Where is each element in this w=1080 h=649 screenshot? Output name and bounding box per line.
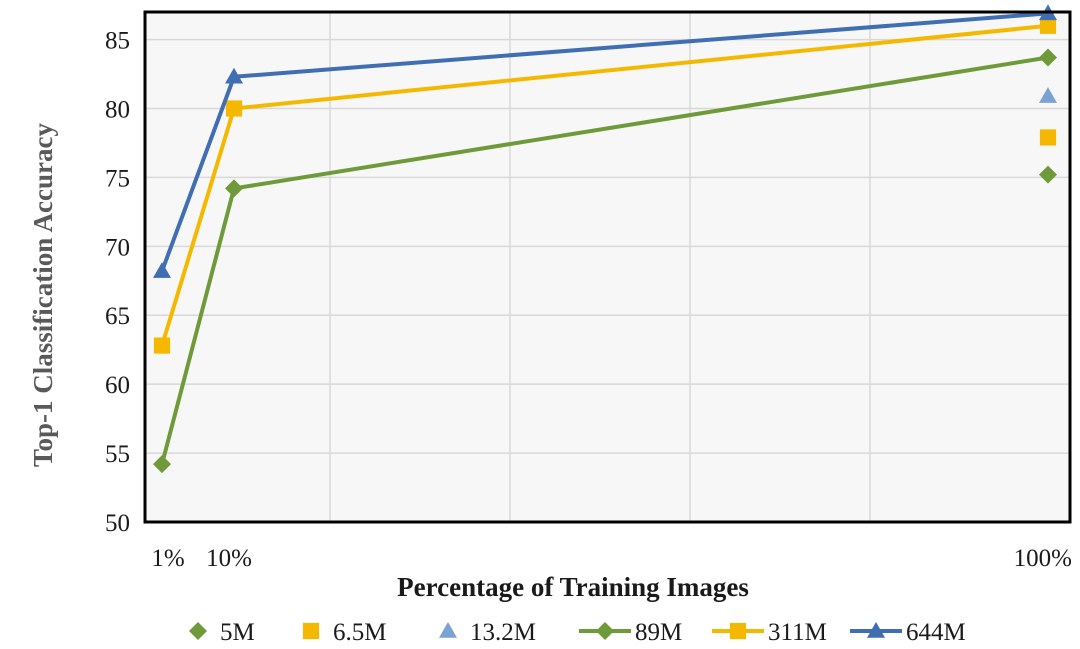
plot-border (143, 10, 1072, 524)
legend-item-6.5M: 6.5M (302, 619, 386, 646)
legend-label: 13.2M (470, 619, 536, 646)
y-tick-label: 80 (105, 96, 130, 123)
data-point (225, 67, 243, 84)
legend-marker (729, 622, 747, 640)
y-axis-title: Top-1 Classification Accuracy (28, 123, 58, 467)
legend-marker (302, 622, 320, 640)
legend-marker (867, 622, 885, 638)
data-point (1039, 165, 1057, 184)
y-tick-label: 60 (105, 372, 130, 399)
legend-label: 89M (635, 619, 682, 646)
plot-background (145, 12, 1070, 522)
series-89M (153, 48, 1057, 474)
series-layer (153, 4, 1057, 474)
legend-label: 5M (220, 619, 255, 646)
series-6.5M (1039, 129, 1057, 146)
y-tick-label: 50 (105, 510, 130, 537)
x-tick-label: 1% (151, 545, 184, 572)
x-tick-labels: 1% 10% 100% (151, 545, 1072, 572)
legend-marker (596, 622, 614, 640)
legend-item-13.2M: 13.2M (439, 619, 536, 646)
y-tick-label: 65 (105, 303, 130, 330)
grid-lines (145, 12, 1070, 522)
y-tick-label: 55 (105, 441, 130, 468)
legend-item-89M: 89M (579, 619, 682, 646)
data-point (1039, 129, 1057, 146)
y-tick-labels: 50 55 60 65 70 75 80 85 (105, 28, 130, 537)
data-point (1039, 17, 1057, 34)
data-point (225, 100, 243, 117)
y-tick-label: 85 (105, 28, 130, 55)
y-tick-label: 75 (105, 165, 130, 192)
legend-marker (189, 622, 207, 640)
series-311M (153, 17, 1057, 354)
y-tick-label: 70 (105, 234, 130, 261)
data-point (153, 337, 171, 354)
x-tick-label: 10% (206, 545, 252, 572)
legend-item-644M: 644M (850, 619, 966, 646)
data-point (1039, 48, 1057, 67)
data-point (153, 262, 171, 278)
legend-label: 311M (768, 619, 827, 646)
series-5M (1039, 165, 1057, 184)
legend: 5M 6.5M 13.2M 89M 311M 644M (189, 619, 966, 646)
data-point (153, 455, 171, 474)
legend-item-5M: 5M (189, 619, 255, 646)
x-axis-title: Percentage of Training Images (397, 572, 749, 602)
legend-label: 644M (906, 619, 966, 646)
data-point (225, 179, 243, 198)
series-13.2M (1039, 87, 1057, 103)
legend-label: 6.5M (333, 619, 386, 646)
legend-item-311M: 311M (712, 619, 827, 646)
data-point (1039, 87, 1057, 103)
legend-marker (439, 622, 457, 638)
x-tick-label: 100% (1014, 545, 1072, 572)
